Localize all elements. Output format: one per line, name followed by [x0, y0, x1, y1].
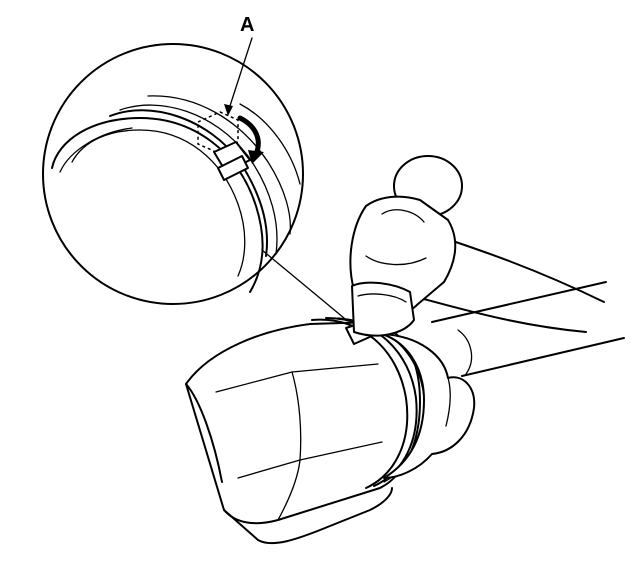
hammer-and-hand: [349, 155, 605, 337]
bend-direction-arrow: [237, 115, 261, 157]
clamp-tab-phantom: [197, 111, 239, 153]
callout-arrowhead: [224, 104, 233, 116]
detail-connector-line: [261, 249, 345, 319]
detail-circle-outline: [42, 43, 304, 305]
drive-shaft-assembly: [185, 281, 625, 545]
callout-leader-line: [227, 37, 253, 113]
callout-label-a: A: [240, 14, 255, 36]
hammer-face: [351, 281, 415, 337]
detail-magnified-view: [42, 43, 304, 305]
